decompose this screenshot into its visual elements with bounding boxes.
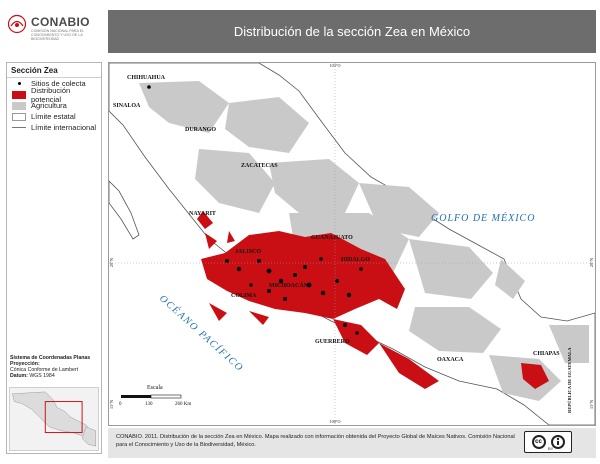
collection-sites-layer — [147, 85, 363, 335]
state-label-guanajuato: GUANAJUATO — [311, 235, 353, 241]
license-by: BY — [548, 446, 554, 451]
state-label-jalisco: JALISCO — [235, 249, 261, 255]
international-boundary-swatch-icon — [12, 124, 26, 132]
projection-label: Proyección: — [10, 361, 40, 367]
country-label-guatemala: REPÚBLICA DE GUATEMALA — [567, 347, 572, 413]
logo-subtitle: COMISIÓN NACIONAL PARA EL CONOCIMIENTO Y… — [31, 29, 84, 42]
legend-item-state-boundary: Límite estatal — [7, 111, 101, 122]
mexico-map: 103°O 100°O 20°N 15°N 20°N 15°N CHIHUAHU… — [108, 62, 596, 426]
grid-label-lat-left-lower: 15°N — [109, 400, 114, 409]
distribution-swatch-icon — [12, 90, 26, 99]
state-label-sinaloa: SINALOA — [113, 103, 141, 109]
legend-item-international-boundary: Límite internacional — [7, 122, 101, 133]
map-footer: CONABIO. 2011. Distribución de la secció… — [108, 428, 596, 458]
scale-tick-0: 0 — [119, 402, 122, 407]
legend-label: Agricultura — [31, 101, 67, 110]
projection-info: Sistema de Coordenadas Planas Proyección… — [10, 355, 100, 379]
person-icon — [550, 435, 565, 449]
state-label-chihuahua: CHIHUAHUA — [127, 75, 166, 81]
legend-item-distribution: Distribución potencial — [7, 86, 101, 104]
state-label-hidalgo: HIDALGO — [341, 257, 370, 263]
state-label-oaxaca: OAXACA — [437, 357, 464, 363]
legend-panel: Sección Zea Sitios de colecta Distribuci… — [6, 62, 102, 454]
page-title: Distribución de la sección Zea en México — [233, 24, 471, 39]
projection-value: Cónica Conforme de Lambert — [10, 367, 79, 373]
map-frame: 103°O 100°O 20°N 15°N 20°N 15°N CHIHUAHU… — [108, 62, 596, 426]
datum-label: Datum: — [10, 373, 28, 379]
logo-text: CONABIO — [31, 15, 90, 29]
state-label-colima: COLIMA — [231, 293, 257, 299]
legend-label: Distribución potencial — [31, 85, 71, 104]
grid-label-lon-top: 103°O — [330, 63, 341, 68]
legend-title: Sección Zea — [7, 63, 101, 78]
agriculture-swatch-icon — [12, 101, 26, 110]
conabio-logo: CONABIO COMISIÓN NACIONAL PARA EL CONOCI… — [4, 4, 104, 50]
datum-value: WGS 1984 — [29, 373, 55, 379]
state-label-durango: DURANGO — [185, 127, 216, 133]
grid-label-lat-right-lower: 15°N — [589, 400, 594, 409]
distribution-layer — [197, 211, 549, 389]
scale-bar: Escala 0 130 260 Km — [119, 385, 191, 407]
grid-label-lon-bottom: 100°O — [330, 419, 341, 424]
legend-label: Sitios de colecta — [31, 79, 86, 88]
state-label-nayarit: NAYARIT — [189, 211, 216, 217]
legend-label: Límite internacional — [31, 123, 97, 132]
collection-site-dot-icon — [12, 80, 26, 88]
creative-commons-badge[interactable]: cc — [524, 431, 572, 453]
state-label-chiapas: CHIAPAS — [533, 351, 560, 357]
locator-inset-map — [9, 387, 99, 451]
water-label-pacific: OCÉANO PACÍFICO — [157, 292, 246, 374]
water-label-gulf: GOLFO DE MÉXICO — [431, 212, 535, 224]
scale-tick-130: 130 — [145, 402, 153, 407]
grid-label-lat-right-upper: 20°N — [589, 258, 594, 267]
citation-text: CONABIO. 2011. Distribución de la secció… — [116, 434, 515, 448]
legend-item-agriculture: Agricultura — [7, 100, 101, 111]
state-label-michoacan: MICHOACÁN — [269, 281, 309, 289]
cc-icon: cc — [531, 435, 546, 449]
scale-tick-260: 260 Km — [175, 402, 191, 407]
grid-label-lat-left-upper: 20°N — [109, 258, 114, 267]
scale-title: Escala — [147, 385, 163, 391]
legend-label: Límite estatal — [31, 112, 76, 121]
projection-heading: Sistema de Coordenadas Planas — [10, 355, 91, 361]
map-title-bar: Distribución de la sección Zea en México — [108, 10, 596, 53]
state-label-guerrero: GUERRERO — [315, 339, 350, 345]
state-boundary-swatch-icon — [12, 112, 26, 121]
legend-item-sites: Sitios de colecta — [7, 78, 101, 89]
state-label-zacatecas: ZACATECAS — [241, 163, 278, 169]
conabio-emblem-icon — [7, 14, 27, 34]
